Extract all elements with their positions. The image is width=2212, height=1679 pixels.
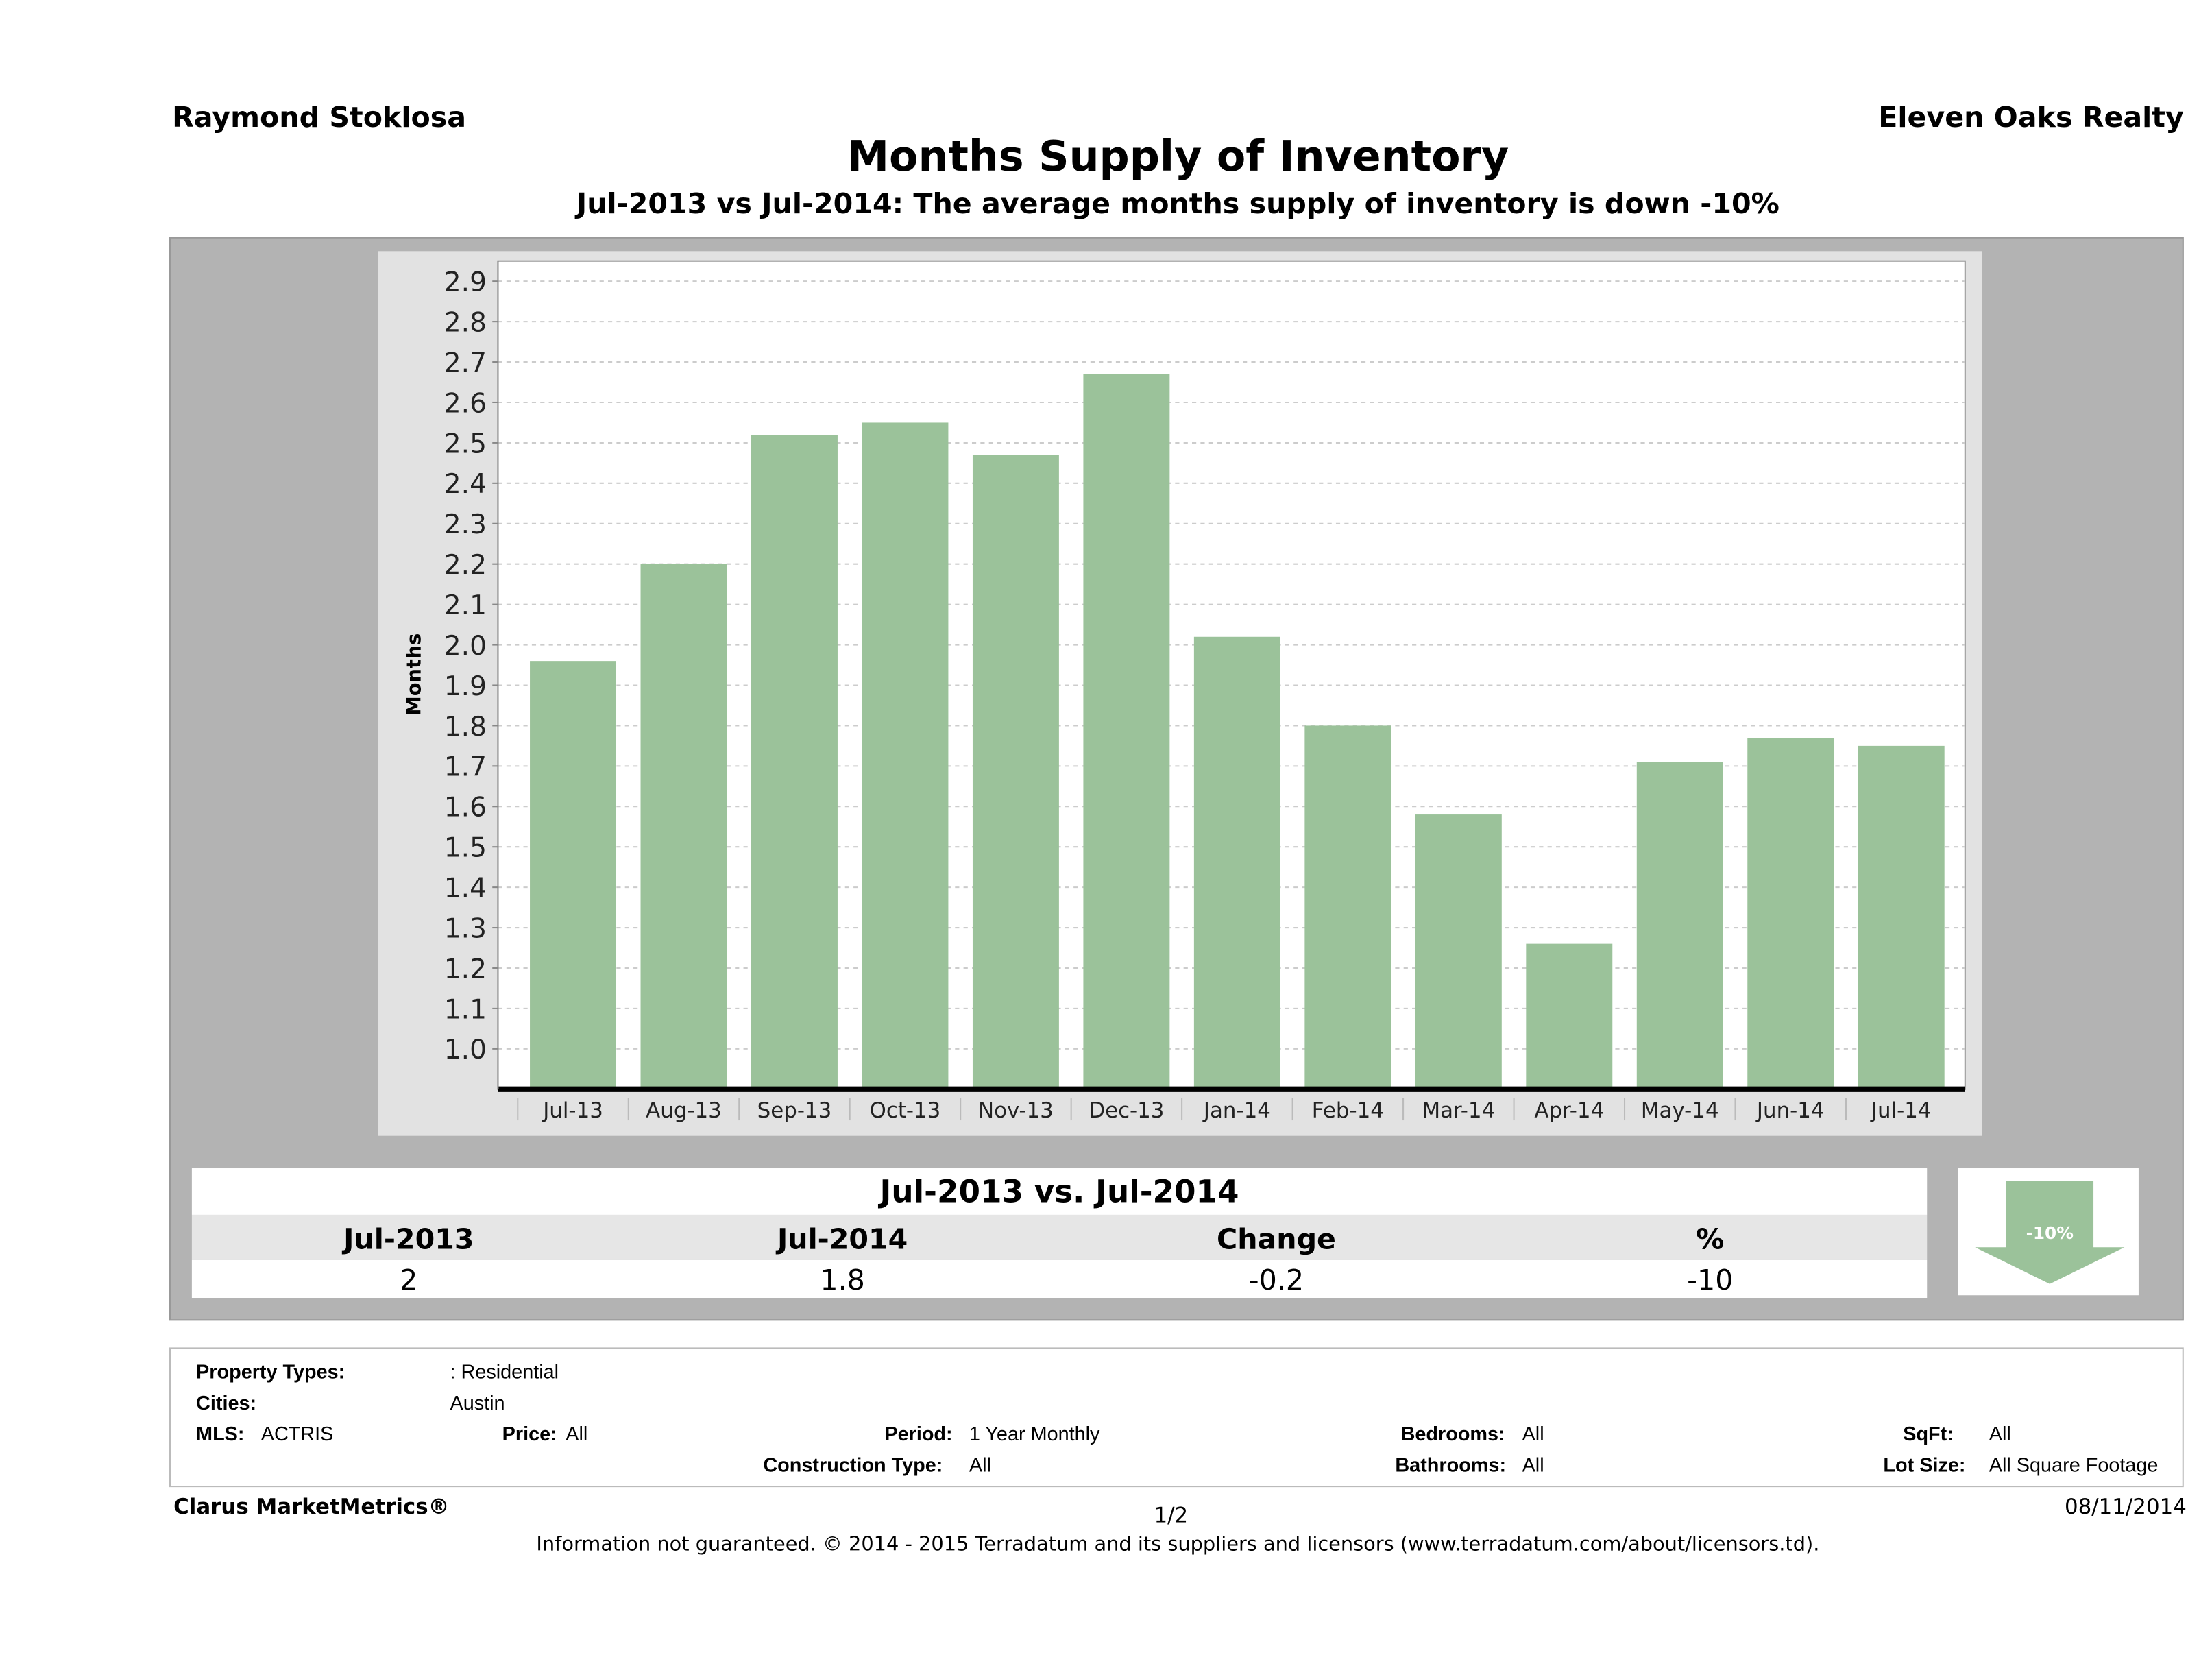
down-arrow-icon: -10% bbox=[1975, 1181, 2125, 1284]
lot-size-label: Lot Size: bbox=[1883, 1453, 1966, 1476]
cell-value: -10 bbox=[1687, 1262, 1734, 1297]
property-types-label: Property Types: bbox=[196, 1360, 345, 1383]
bar bbox=[1747, 738, 1834, 1089]
bedrooms-value: All bbox=[1522, 1422, 1544, 1445]
y-tick-label: 2.3 bbox=[444, 509, 487, 540]
bar bbox=[751, 435, 838, 1089]
agent-name: Raymond Stoklosa bbox=[172, 100, 467, 134]
x-tick-label: May-14 bbox=[1641, 1098, 1719, 1123]
disclaimer: Information not guaranteed. © 2014 - 201… bbox=[536, 1534, 1820, 1556]
price-label: Price: bbox=[502, 1422, 557, 1445]
cities-label: Cities: bbox=[196, 1391, 257, 1414]
bar bbox=[1636, 762, 1723, 1089]
y-tick-label: 2.0 bbox=[444, 631, 487, 662]
y-tick-label: 1.7 bbox=[444, 752, 487, 783]
bedrooms-label: Bedrooms: bbox=[1400, 1422, 1505, 1445]
x-tick-label: Sep-13 bbox=[757, 1098, 832, 1123]
x-tick-label: Jun-14 bbox=[1755, 1098, 1825, 1123]
bar bbox=[862, 422, 949, 1089]
lot-size-value: All Square Footage bbox=[1989, 1453, 2159, 1476]
y-tick-label: 2.9 bbox=[444, 267, 487, 298]
bathrooms-value: All bbox=[1522, 1453, 1544, 1476]
bar bbox=[640, 564, 727, 1089]
y-tick-label: 2.1 bbox=[444, 590, 487, 621]
change-badge: -10% bbox=[1958, 1168, 2139, 1296]
period-value: 1 Year Monthly bbox=[969, 1422, 1100, 1445]
x-tick-label: Feb-14 bbox=[1312, 1098, 1384, 1123]
x-tick-label: Oct-13 bbox=[870, 1098, 941, 1123]
mls-label: MLS: bbox=[196, 1422, 245, 1445]
y-tick-label: 2.7 bbox=[444, 348, 487, 378]
company-name: Eleven Oaks Realty bbox=[1878, 100, 2184, 134]
summary-heading: Jul-2013 vs. Jul-2014 bbox=[879, 1175, 1239, 1211]
construction-type-value: All bbox=[969, 1453, 991, 1476]
x-tick-label: Jan-14 bbox=[1202, 1098, 1271, 1123]
y-tick-label: 2.2 bbox=[444, 550, 487, 581]
price-value: All bbox=[566, 1422, 588, 1445]
sqft-value: All bbox=[1989, 1422, 2011, 1445]
y-axis-label: Months bbox=[402, 633, 425, 716]
chart-title: Months Supply of Inventory bbox=[847, 132, 1509, 182]
summary-table: Jul-2013 vs. Jul-2014 Jul-2013 Jul-2014 … bbox=[191, 1168, 1928, 1298]
col-header: Change bbox=[1216, 1222, 1336, 1256]
y-tick-label: 1.8 bbox=[444, 712, 487, 742]
x-tick-label: Jul-13 bbox=[542, 1098, 603, 1123]
y-tick-label: 1.0 bbox=[444, 1035, 487, 1065]
col-header: % bbox=[1696, 1222, 1725, 1256]
sqft-label: SqFt: bbox=[1903, 1422, 1954, 1445]
y-tick-label: 1.4 bbox=[444, 873, 487, 904]
x-tick-label: Apr-14 bbox=[1534, 1098, 1604, 1123]
period-label: Period: bbox=[884, 1422, 953, 1445]
cell-value: 2 bbox=[400, 1262, 418, 1297]
y-tick-label: 1.9 bbox=[444, 671, 487, 702]
y-tick-label: 2.6 bbox=[444, 388, 487, 419]
chart-subtitle: Jul-2013 vs Jul-2014: The average months… bbox=[576, 186, 1779, 221]
bar bbox=[1526, 943, 1613, 1089]
col-header: Jul-2014 bbox=[777, 1222, 908, 1256]
y-tick-label: 2.8 bbox=[444, 308, 487, 339]
change-percent-badge: -10% bbox=[2026, 1223, 2074, 1243]
x-tick-label: Dec-13 bbox=[1089, 1098, 1164, 1123]
cities-value: Austin bbox=[450, 1391, 505, 1414]
cell-value: -0.2 bbox=[1248, 1262, 1304, 1297]
col-header: Jul-2013 bbox=[343, 1222, 474, 1256]
brand-name: Clarus MarketMetrics® bbox=[173, 1494, 450, 1520]
bathrooms-label: Bathrooms: bbox=[1395, 1453, 1507, 1476]
construction-type-label: Construction Type: bbox=[763, 1453, 943, 1476]
y-tick-label: 1.5 bbox=[444, 833, 487, 864]
report-date: 08/11/2014 bbox=[2064, 1494, 2187, 1520]
x-tick-label: Nov-13 bbox=[978, 1098, 1054, 1123]
y-tick-label: 1.2 bbox=[444, 954, 487, 985]
bar bbox=[1304, 725, 1391, 1089]
y-tick-label: 1.6 bbox=[444, 793, 487, 823]
bar bbox=[1083, 374, 1170, 1089]
y-tick-label: 2.5 bbox=[444, 428, 487, 459]
y-tick-label: 1.3 bbox=[444, 913, 487, 944]
bar bbox=[530, 661, 616, 1089]
cell-value: 1.8 bbox=[820, 1262, 865, 1297]
property-types-value: : Residential bbox=[450, 1360, 559, 1383]
y-tick-label: 1.1 bbox=[444, 994, 487, 1025]
mls-value: ACTRIS bbox=[260, 1422, 334, 1445]
x-tick-label: Aug-13 bbox=[646, 1098, 722, 1123]
criteria-box: Property Types: : Residential Cities: Au… bbox=[169, 1347, 2184, 1488]
bar-chart: 1.0 1.1 1.2 1.3 1.4 1.5 1.6 1.7 1.8 1.9 2.0 2.1 2.2 2… bbox=[402, 260, 1966, 1123]
bar bbox=[1415, 814, 1502, 1089]
bar bbox=[1858, 745, 1945, 1089]
y-tick-label: 2.4 bbox=[444, 469, 487, 500]
bar bbox=[1193, 636, 1280, 1089]
bar bbox=[972, 455, 1059, 1089]
x-tick-label: Mar-14 bbox=[1422, 1098, 1495, 1123]
page-number: 1/2 bbox=[1154, 1502, 1189, 1528]
x-tick-label: Jul-14 bbox=[1870, 1098, 1932, 1123]
